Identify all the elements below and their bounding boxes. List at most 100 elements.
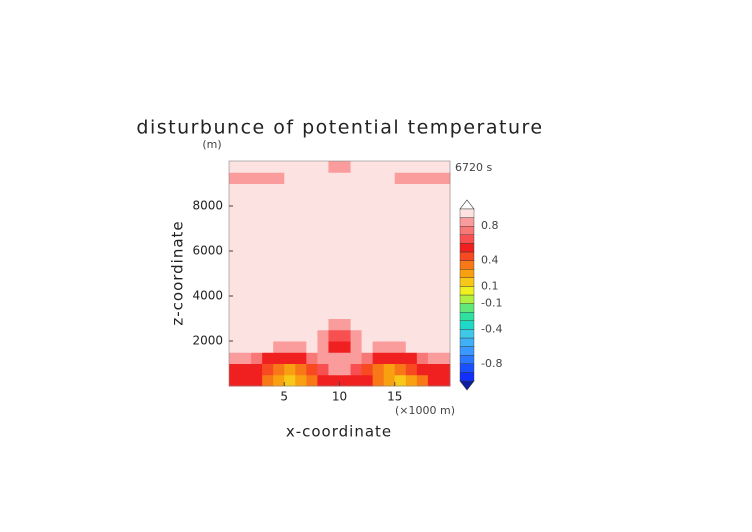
cell: [251, 239, 263, 252]
cell: [240, 352, 252, 364]
cell: [317, 284, 329, 297]
cell: [273, 194, 285, 207]
cell: [350, 341, 363, 353]
cell: [251, 284, 263, 297]
cell: [273, 161, 285, 173]
cell: [284, 206, 296, 218]
cell: [229, 307, 241, 319]
cell: [339, 228, 352, 241]
cell: [229, 194, 241, 207]
cell: [339, 352, 352, 364]
cell: [229, 228, 241, 241]
cell: [251, 352, 263, 364]
cell: [394, 239, 407, 252]
cell: [383, 284, 396, 297]
cell: [438, 251, 451, 263]
cell: [405, 296, 418, 308]
cell: [394, 374, 407, 387]
cell: [416, 284, 429, 297]
cell: [427, 363, 440, 376]
cell: [284, 318, 296, 331]
cell: [317, 161, 329, 173]
cell: [383, 206, 396, 218]
cell: [361, 284, 374, 297]
cell: [251, 363, 263, 376]
x-tick-label: 5: [280, 390, 288, 404]
cell: [284, 273, 296, 286]
cell: [339, 273, 352, 286]
cell: [405, 228, 418, 241]
cell: [262, 363, 274, 376]
cell: [394, 352, 407, 364]
colorbar-bin: [459, 363, 475, 373]
cell: [416, 296, 429, 308]
cell: [306, 194, 318, 207]
cell: [328, 273, 340, 286]
cell: [427, 206, 440, 218]
cell: [317, 363, 329, 376]
cell: [405, 251, 418, 263]
cell: [361, 341, 374, 353]
cell: [284, 262, 296, 274]
cell: [262, 161, 274, 173]
cell: [427, 318, 440, 331]
cell: [328, 318, 340, 331]
cell: [405, 318, 418, 331]
cell: [229, 318, 241, 331]
cell: [438, 318, 451, 331]
x-unit: (×1000 m): [395, 404, 455, 417]
cell: [361, 206, 374, 218]
y-tick-label: 4000: [192, 289, 223, 303]
colorbar-label: -0.4: [481, 322, 502, 335]
cell: [328, 251, 340, 263]
x-axis-title: x-coordinate: [286, 423, 392, 441]
cell: [372, 172, 385, 184]
cell: [372, 307, 385, 319]
cell: [240, 172, 252, 184]
cell: [251, 194, 263, 207]
cell: [229, 172, 241, 184]
cell: [438, 194, 451, 207]
cell: [350, 307, 363, 319]
cell: [405, 273, 418, 286]
cell: [251, 318, 263, 331]
cell: [295, 296, 307, 308]
cell: [262, 307, 274, 319]
cell: [273, 329, 285, 342]
cell: [262, 262, 274, 274]
cell: [372, 194, 385, 207]
cell: [306, 239, 318, 252]
cell: [438, 262, 451, 274]
cell: [328, 363, 340, 376]
cell: [350, 284, 363, 297]
cell: [372, 318, 385, 331]
cell: [229, 352, 241, 364]
cell: [416, 183, 429, 196]
cell: [350, 161, 363, 173]
cell: [405, 172, 418, 184]
cell: [328, 262, 340, 274]
cell: [438, 161, 451, 173]
cell: [295, 374, 307, 387]
cell: [350, 228, 363, 241]
colorbar-bin: [459, 277, 475, 287]
cell: [383, 363, 396, 376]
cell: [394, 228, 407, 241]
colorbar-bin: [459, 312, 475, 322]
colorbar-bin: [459, 208, 475, 218]
cell: [273, 206, 285, 218]
cell: [328, 183, 340, 196]
cell: [405, 262, 418, 274]
cell: [438, 239, 451, 252]
cell: [295, 329, 307, 342]
cell: [251, 329, 263, 342]
colorbar-bin: [459, 329, 475, 339]
cell: [339, 172, 352, 184]
cell: [240, 374, 252, 387]
cell: [306, 307, 318, 319]
cell: [405, 363, 418, 376]
cell: [295, 352, 307, 364]
cell: [229, 363, 241, 376]
cell: [339, 284, 352, 297]
cell: [438, 296, 451, 308]
